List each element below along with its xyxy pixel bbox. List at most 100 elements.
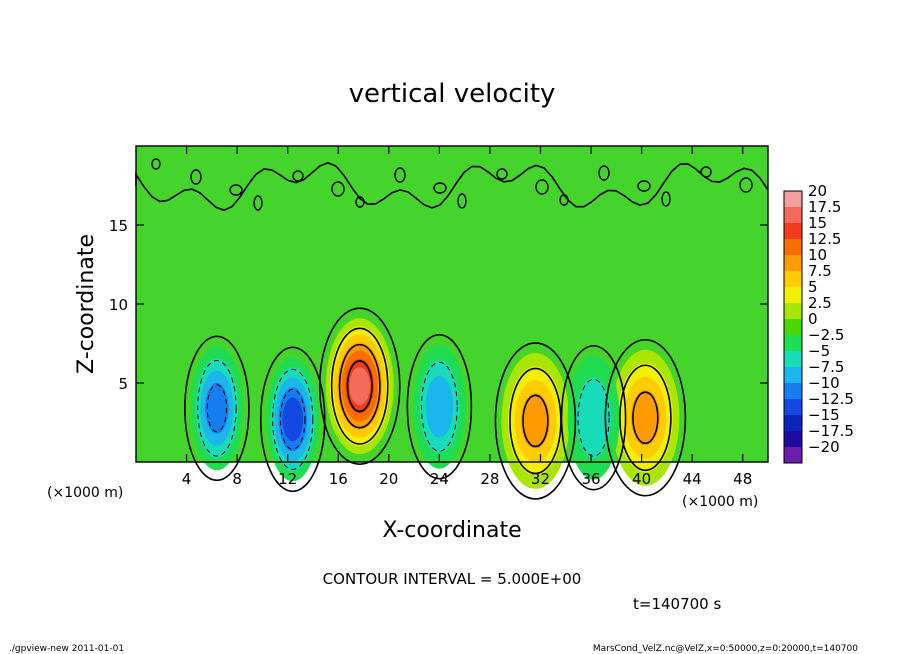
- colorbar-label: 12.5: [808, 230, 841, 248]
- x-tick-label: 40: [632, 470, 651, 488]
- x-tick-label: 28: [480, 470, 499, 488]
- contour-interval-label: CONTOUR INTERVAL = 5.000E+00: [323, 570, 582, 588]
- colorbar-label: −5: [808, 342, 830, 360]
- zero-contour-upper: [135, 161, 769, 212]
- x-tick-label: 12: [278, 470, 297, 488]
- colorbar-label: −12.5: [808, 390, 854, 408]
- y-tick-label: 15: [109, 217, 128, 235]
- x-tick-label: 4: [182, 470, 192, 488]
- colorbar-segment: [784, 191, 802, 208]
- contour-line: [197, 359, 237, 457]
- contour-line: [522, 394, 549, 448]
- colorbar-segment: [784, 303, 802, 320]
- colorbar-segment: [784, 319, 802, 336]
- noise-contour: [637, 180, 651, 192]
- colorbar-segment: [784, 415, 802, 432]
- noise-contour: [661, 191, 671, 207]
- colorbar-segment: [784, 207, 802, 224]
- colorbar-segment: [784, 383, 802, 400]
- noise-contour: [292, 170, 304, 182]
- velocity-region: [282, 397, 304, 442]
- time-label: t=140700 s: [633, 595, 721, 613]
- colorbar-label: 20: [808, 182, 827, 200]
- colorbar-segment: [784, 447, 802, 464]
- zero-contour: [184, 335, 250, 482]
- contour-line: [330, 327, 389, 445]
- x-tick-label: 24: [430, 470, 449, 488]
- contour-line: [420, 361, 458, 452]
- contour-line: [338, 343, 381, 429]
- velocity-region: [576, 377, 612, 459]
- noise-contour: [433, 182, 447, 194]
- velocity-region: [349, 367, 371, 406]
- contour-line: [632, 391, 659, 445]
- colorbar-segment: [784, 239, 802, 256]
- colorbar: 2017.51512.5107.552.50−2.5−5−7.5−10−12.5…: [783, 182, 854, 464]
- colorbar-segment: [784, 367, 802, 384]
- colorbar-label: −20: [808, 438, 840, 456]
- noise-contour: [190, 169, 202, 185]
- zero-contour: [494, 342, 577, 500]
- y-tick-label: 5: [118, 375, 128, 393]
- x-tick-label: 32: [531, 470, 550, 488]
- plot-area: [135, 145, 769, 500]
- x-tick-label: 44: [683, 470, 702, 488]
- colorbar-frame: [783, 190, 803, 464]
- colorbar-segment: [784, 351, 802, 368]
- noise-contour: [559, 194, 569, 206]
- colorbar-label: 0: [808, 310, 818, 328]
- noise-contour: [331, 181, 345, 197]
- contour-line: [280, 388, 306, 450]
- colorbar-label: −2.5: [808, 326, 844, 344]
- contour-line: [346, 360, 373, 413]
- velocity-region: [520, 393, 550, 449]
- colorbar-label: 17.5: [808, 198, 841, 216]
- footer-left: ./gpview-new 2011-01-01: [9, 644, 124, 654]
- noise-contour: [535, 179, 549, 195]
- zero-contour: [406, 333, 473, 480]
- contour-line: [619, 364, 672, 472]
- colorbar-label: 7.5: [808, 262, 832, 280]
- noise-contour: [229, 184, 243, 196]
- velocity-region: [630, 390, 660, 446]
- colorbar-segment: [784, 335, 802, 352]
- colorbar-segment: [784, 271, 802, 288]
- velocity-region: [205, 382, 229, 434]
- colorbar-segment: [784, 255, 802, 272]
- y-tick-label: 10: [109, 296, 128, 314]
- colorbar-label: −7.5: [808, 358, 844, 376]
- colorbar-label: 5: [808, 278, 818, 296]
- zero-contour: [604, 338, 687, 497]
- noise-contour: [253, 195, 263, 211]
- chart-title: vertical velocity: [349, 79, 556, 109]
- colorbar-segment: [784, 399, 802, 416]
- y-axis-label: Z-coordinate: [74, 234, 99, 374]
- noise-contour: [151, 158, 161, 170]
- contour-line: [206, 384, 228, 433]
- contour-line: [272, 368, 314, 470]
- noise-contour: [496, 168, 508, 180]
- colorbar-segment: [784, 287, 802, 304]
- noise-contour: [739, 177, 753, 193]
- x-axis-label: X-coordinate: [382, 518, 521, 543]
- colorbar-label: 10: [808, 246, 827, 264]
- colorbar-segment: [784, 223, 802, 240]
- colorbar-label: 15: [808, 214, 827, 232]
- velocity-region: [425, 375, 454, 438]
- colorbar-label: −17.5: [808, 422, 854, 440]
- zero-contour: [560, 344, 627, 491]
- x-tick-label: 20: [379, 470, 398, 488]
- noise-contour: [598, 165, 610, 181]
- colorbar-label: −15: [808, 406, 840, 424]
- y-unit-label: (×1000 m): [47, 485, 123, 501]
- footer-right: MarsCond_VelZ.nc@VelZ,x=0:50000,z=0:2000…: [593, 644, 858, 654]
- contour-line: [577, 378, 610, 457]
- x-tick-label: 8: [232, 470, 242, 488]
- noise-contour: [700, 166, 712, 178]
- colorbar-label: −10: [808, 374, 840, 392]
- noise-contour: [457, 193, 467, 209]
- zero-contour: [259, 346, 326, 493]
- zero-contour: [318, 307, 401, 465]
- x-tick-label: 36: [581, 470, 600, 488]
